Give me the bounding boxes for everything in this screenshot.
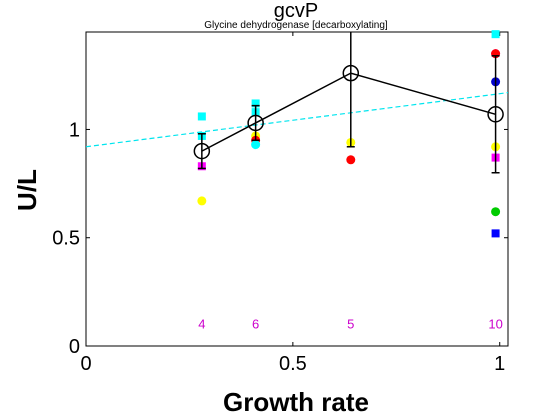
replicate-point-square bbox=[251, 99, 260, 108]
y-tick-label: 0.5 bbox=[52, 228, 80, 250]
mean-line bbox=[201, 72, 496, 152]
count-label: 5 bbox=[347, 316, 354, 331]
replicate-point-circle bbox=[346, 155, 356, 165]
mean-point bbox=[487, 106, 504, 123]
chart-subtitle: Glycine dehydrogenase [decarboxylating] bbox=[204, 20, 388, 31]
count-label: 10 bbox=[488, 316, 502, 331]
x-tick-label: 1 bbox=[494, 353, 505, 375]
mean-point bbox=[247, 114, 264, 132]
replicate-point-square bbox=[491, 30, 500, 39]
count-label: 4 bbox=[198, 316, 205, 331]
plot-frame bbox=[85, 31, 509, 347]
replicate-point-circle bbox=[491, 207, 501, 217]
x-axis-label: Growth rate bbox=[223, 387, 369, 417]
x-tick-label: 0.5 bbox=[279, 353, 307, 375]
mean-point bbox=[193, 142, 211, 160]
y-axis-label: U/L bbox=[12, 169, 42, 211]
replicate-point-circle bbox=[251, 140, 261, 150]
replicate-point-circle bbox=[197, 196, 207, 206]
count-label: 6 bbox=[252, 316, 259, 331]
chart-title: gcvP bbox=[274, 0, 318, 22]
replicate-point-square bbox=[491, 229, 500, 238]
mean-point bbox=[342, 64, 360, 82]
y-tick-label: 0 bbox=[69, 336, 80, 358]
trend-line bbox=[86, 92, 508, 148]
replicate-point-square bbox=[197, 112, 206, 121]
x-tick-label: 0 bbox=[80, 353, 91, 375]
plot-area: 0 0.5 100.514 6 5 10 bbox=[52, 30, 509, 375]
y-tick-label: 1 bbox=[69, 119, 80, 141]
